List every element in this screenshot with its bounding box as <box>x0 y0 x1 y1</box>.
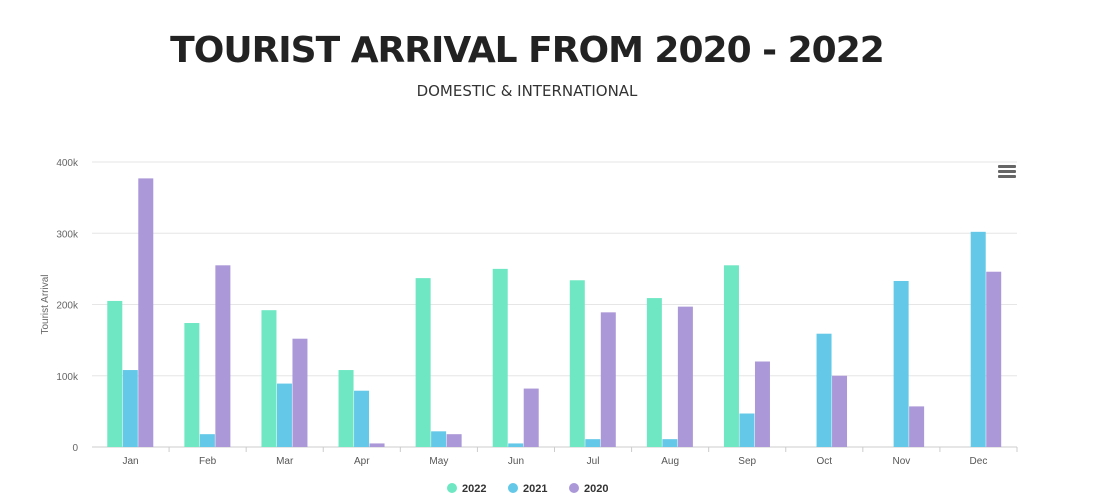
bar-2021-mar[interactable] <box>276 383 292 447</box>
y-tick-label: 100k <box>56 372 79 383</box>
x-tick-label: Nov <box>892 456 910 467</box>
y-tick-label: 300k <box>56 229 79 240</box>
x-tick-label: Apr <box>354 456 370 467</box>
bar-2022-sep[interactable] <box>723 265 739 447</box>
x-tick-label: Jul <box>587 456 600 467</box>
bar-2022-mar[interactable] <box>261 310 277 447</box>
bar-2020-aug[interactable] <box>677 306 693 447</box>
x-tick-label: Sep <box>738 456 756 467</box>
y-tick-label: 400k <box>56 158 79 169</box>
bar-2021-may[interactable] <box>431 431 447 447</box>
bar-2020-feb[interactable] <box>215 265 231 447</box>
bar-2021-sep[interactable] <box>739 413 755 447</box>
bar-2020-sep[interactable] <box>754 361 770 448</box>
bar-2021-aug[interactable] <box>662 439 678 447</box>
bar-2022-jan[interactable] <box>107 300 123 447</box>
bar-2020-dec[interactable] <box>986 271 1002 447</box>
bar-2022-feb[interactable] <box>184 323 200 447</box>
hamburger-menu-icon[interactable] <box>998 165 1016 179</box>
chart-title: TOURIST ARRIVAL FROM 2020 - 2022 <box>170 30 885 71</box>
x-tick-label: Jan <box>122 456 138 467</box>
bar-2022-aug[interactable] <box>646 298 662 447</box>
bar-2022-jun[interactable] <box>492 268 508 447</box>
bar-2020-may[interactable] <box>446 434 462 447</box>
x-tick-label: Dec <box>970 456 988 467</box>
x-tick-label: May <box>429 456 448 467</box>
bar-2021-jun[interactable] <box>508 443 524 447</box>
legend-marker-2022[interactable] <box>447 483 457 493</box>
legend-label-2022[interactable]: 2022 <box>462 483 486 495</box>
bar-2020-mar[interactable] <box>292 338 308 447</box>
bar-2021-jan[interactable] <box>122 370 138 447</box>
bar-2021-feb[interactable] <box>199 434 215 447</box>
bar-2020-jun[interactable] <box>523 388 539 447</box>
legend-label-2021[interactable]: 2021 <box>523 483 547 495</box>
x-tick-label: Aug <box>661 456 679 467</box>
legend-marker-2021[interactable] <box>508 483 518 493</box>
bar-2020-jan[interactable] <box>138 178 154 447</box>
bar-2020-jul[interactable] <box>600 312 616 447</box>
bar-2020-apr[interactable] <box>369 443 385 447</box>
y-axis-title: Tourist Arrival <box>40 274 51 334</box>
x-tick-label: Feb <box>199 456 217 467</box>
bar-2021-nov[interactable] <box>893 280 909 447</box>
bar-2020-nov[interactable] <box>909 406 925 447</box>
bar-2021-oct[interactable] <box>816 333 832 447</box>
x-tick-label: Mar <box>276 456 294 467</box>
x-tick-label: Oct <box>817 456 833 467</box>
bar-2021-apr[interactable] <box>354 390 370 447</box>
bar-2022-may[interactable] <box>415 278 431 447</box>
y-tick-label: 0 <box>72 443 78 454</box>
bar-2022-apr[interactable] <box>338 370 354 447</box>
y-tick-label: 200k <box>56 301 79 312</box>
legend-label-2020[interactable]: 2020 <box>584 483 608 495</box>
x-tick-label: Jun <box>508 456 524 467</box>
bar-2022-jul[interactable] <box>569 280 585 447</box>
chart-subtitle: DOMESTIC & INTERNATIONAL <box>416 82 638 100</box>
legend-marker-2020[interactable] <box>569 483 579 493</box>
bar-2021-dec[interactable] <box>970 231 986 447</box>
bar-2021-jul[interactable] <box>585 439 601 447</box>
bar-2020-oct[interactable] <box>832 375 848 447</box>
